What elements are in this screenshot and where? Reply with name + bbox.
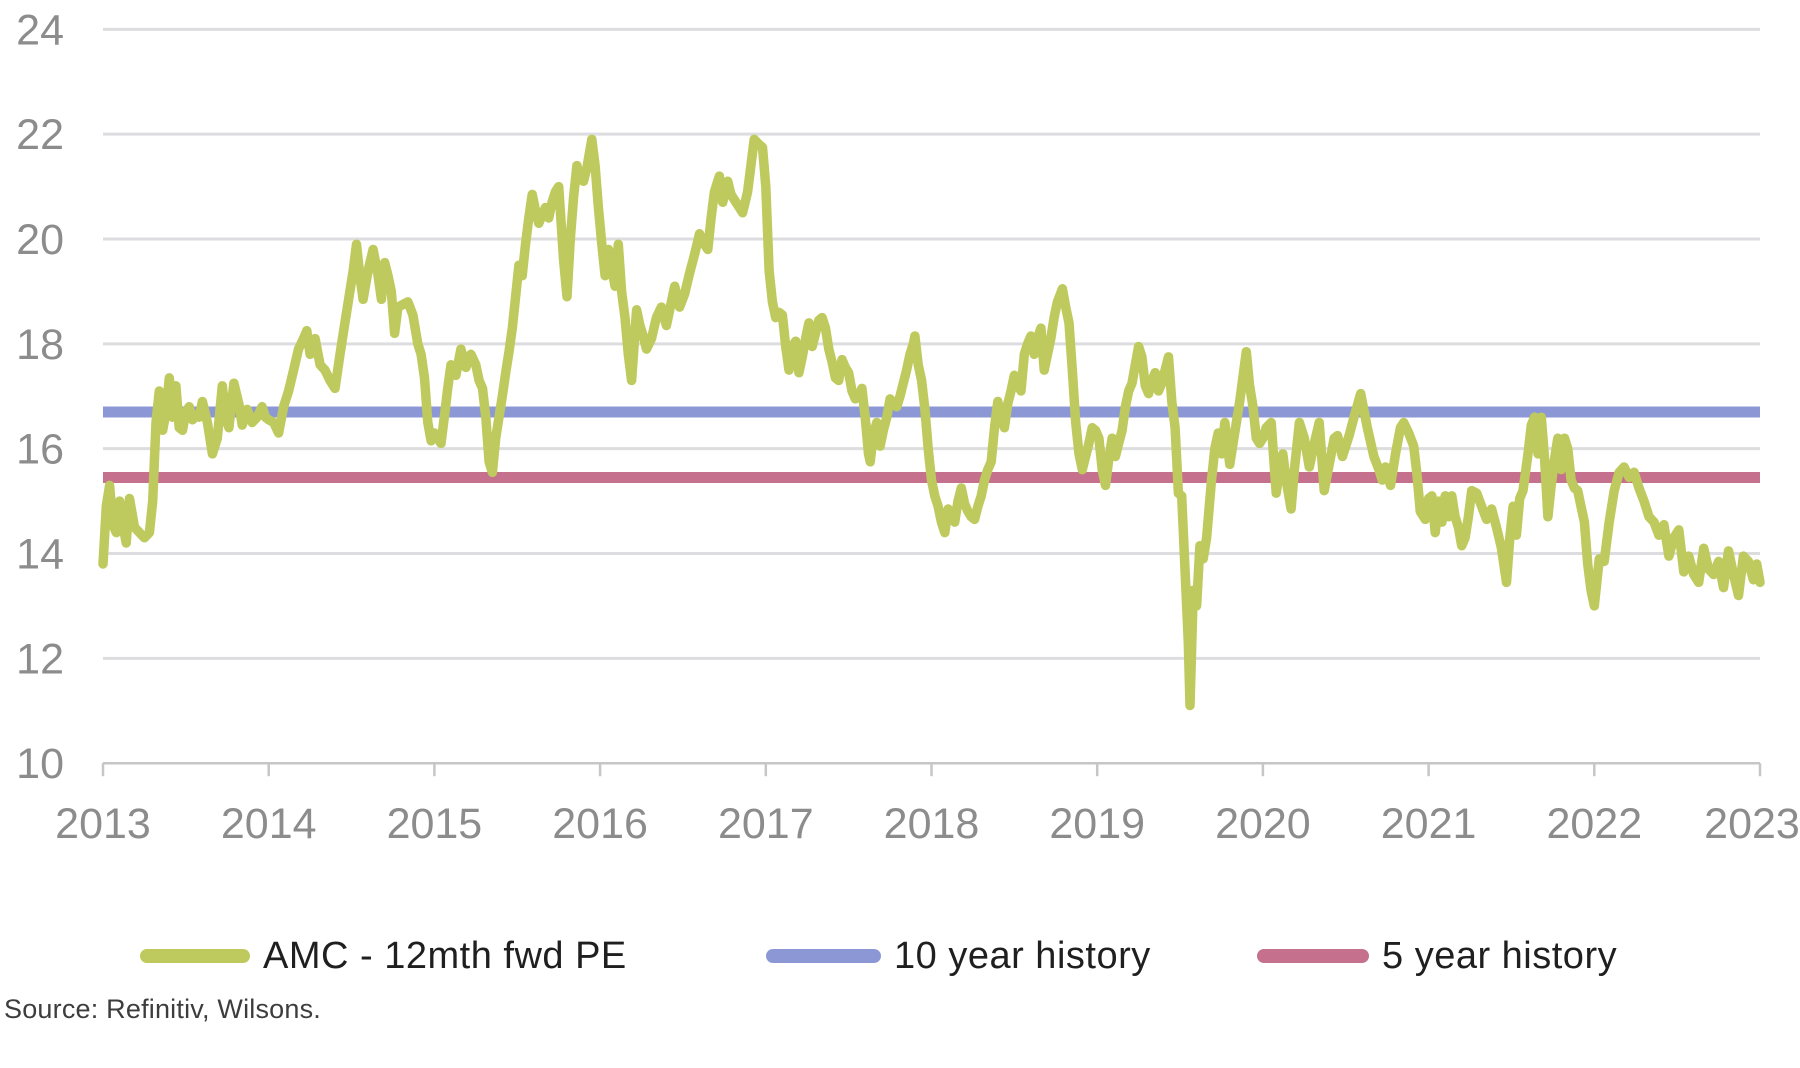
y-axis-label: 20	[16, 216, 64, 264]
y-axis-label: 12	[16, 635, 64, 683]
y-axis-label: 14	[16, 531, 64, 579]
y-axis-label: 18	[16, 321, 64, 369]
source-note: Source: Refinitiv, Wilsons.	[4, 994, 321, 1024]
y-axis-label: 22	[16, 111, 64, 159]
x-axis-label: 2022	[1546, 800, 1642, 848]
y-axis-label: 16	[16, 426, 64, 474]
legend-item-amc-fwd-pe: AMC - 12mth fwd PE	[140, 930, 627, 982]
y-axis-label: 10	[16, 740, 64, 788]
legend-label-10-year: 10 year history	[894, 934, 1151, 977]
x-axis-label: 2018	[884, 800, 980, 848]
legend-item-5-year-history: 5 year history	[1257, 930, 1617, 982]
legend-label-amc: AMC - 12mth fwd PE	[263, 934, 627, 977]
x-axis-label: 2019	[1049, 800, 1145, 848]
legend-label-5-year: 5 year history	[1382, 934, 1618, 977]
x-axis-label: 2017	[718, 800, 814, 848]
five-year-line-swatch-icon	[1257, 949, 1369, 963]
amc-fwd-pe-line	[98, 134, 1765, 711]
amc-line-swatch-icon	[140, 949, 250, 963]
x-axis-label: 2013	[55, 800, 151, 848]
x-axis-label: 2016	[552, 800, 648, 848]
y-axis-label: 24	[16, 6, 64, 54]
chart-legend: AMC - 12mth fwd PE 10 year history 5 yea…	[0, 930, 1800, 982]
x-axis-label: 2020	[1215, 800, 1311, 848]
x-axis-label: 2023	[1704, 800, 1800, 848]
ten-year-line-swatch-icon	[766, 949, 881, 963]
x-axis-label: 2014	[221, 800, 317, 848]
x-axis-label: 2015	[387, 800, 483, 848]
x-axis-label: 2021	[1381, 800, 1477, 848]
legend-item-10-year-history: 10 year history	[766, 930, 1151, 982]
